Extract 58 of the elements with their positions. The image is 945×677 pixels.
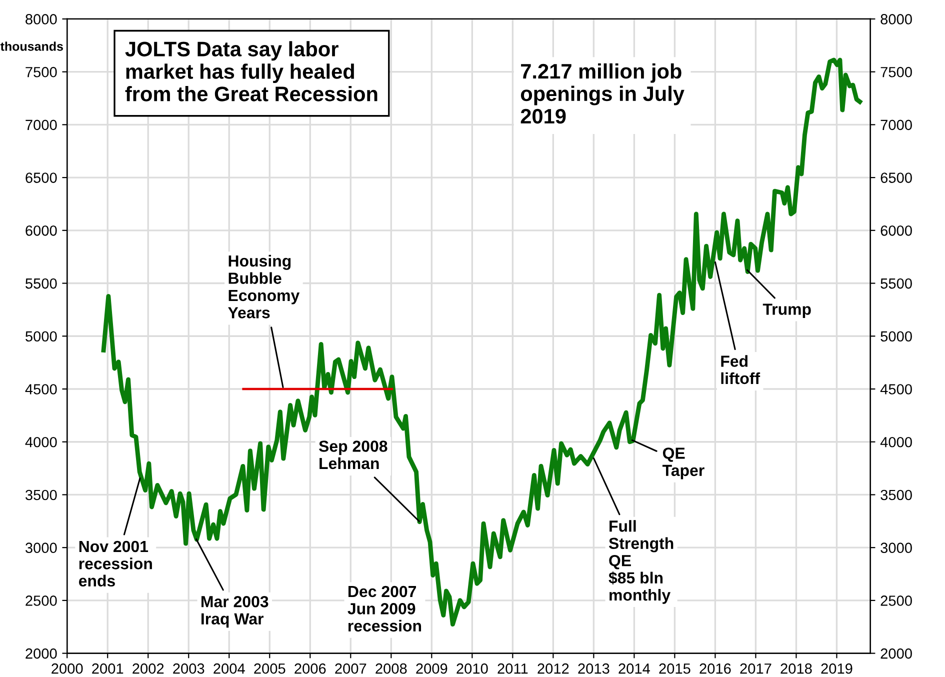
- y2-tick-label: 6000: [880, 226, 912, 236]
- y-tick-label: 4500: [25, 384, 57, 394]
- annotation: Mar 2003 Iraq War: [202, 596, 268, 628]
- x-tick-label: 2010: [456, 663, 488, 674]
- y2-tick-label: 2000: [880, 648, 912, 659]
- y2-tick-label: 5000: [880, 331, 912, 342]
- x-tick-label: 2017: [740, 663, 772, 674]
- y-tick-label: 5500: [26, 278, 57, 289]
- annotation: Housing Bubble Economy Years: [228, 254, 300, 318]
- y2-tick-label: 3000: [880, 542, 912, 554]
- x-tick-label: 2004: [214, 663, 245, 674]
- x-tick-label: 2015: [659, 663, 690, 674]
- x-tick-label: 2000: [52, 663, 83, 674]
- x-tick-label: 2016: [700, 663, 731, 674]
- y-tick-label: 4000: [25, 436, 57, 448]
- x-tick-label: 2006: [294, 663, 326, 674]
- annotation: Sep 2008 Lehman: [318, 440, 388, 470]
- annotation: Full Strength QE $85 bln monthly: [608, 520, 674, 604]
- x-tick-label: 2019: [821, 663, 852, 674]
- x-tick-label: 2007: [335, 663, 366, 674]
- x-tick-label: 2002: [132, 663, 164, 674]
- y2-tick-label: 8000: [880, 14, 912, 24]
- y2-tick-label: 4000: [880, 436, 912, 448]
- text: 7.217 million job openings in July 2019: [520, 63, 684, 124]
- x-tick-label: 2008: [376, 663, 407, 674]
- y-axis-title: thousands: [0, 42, 63, 51]
- y-tick-label: 6000: [26, 226, 57, 236]
- annotation: Fed liftoff: [721, 355, 760, 384]
- x-tick-label: 2005: [254, 663, 286, 674]
- y-tick-label: 7500: [26, 66, 57, 78]
- y2-tick-label: 7500: [880, 66, 912, 78]
- annotation: Nov 2001 recession ends: [78, 540, 152, 587]
- annotation: Trump: [762, 304, 811, 318]
- x-tick-label: 2009: [416, 663, 448, 674]
- x-tick-label: 2014: [618, 663, 650, 674]
- x-tick-label: 2012: [538, 663, 569, 674]
- x-tick-label: 2001: [92, 663, 124, 674]
- x-tick-label: 2018: [780, 663, 812, 674]
- y-tick-label: 5000: [26, 331, 57, 342]
- y-tick-label: 2500: [26, 596, 57, 606]
- annotation: Dec 2007 Jun 2009 recession: [348, 586, 422, 632]
- y-tick-label: 8000: [26, 14, 57, 24]
- y2-tick-label: 7000: [880, 120, 912, 130]
- y2-tick-label: 3500: [880, 490, 912, 500]
- y2-tick-label: 4500: [880, 384, 912, 394]
- y2-tick-label: 2500: [880, 596, 912, 606]
- y-tick-label: 2000: [26, 648, 57, 659]
- x-tick-label: 2011: [498, 663, 528, 674]
- y-tick-label: 3000: [25, 542, 57, 554]
- text: JOLTS Data say labor market has fully healed from the Great Recession: [125, 41, 378, 102]
- y2-tick-label: 6500: [880, 172, 912, 183]
- x-tick-label: 2003: [173, 663, 204, 674]
- y-tick-label: 6500: [26, 172, 57, 183]
- annotation: QE Taper: [662, 448, 704, 480]
- x-tick-label: 2013: [578, 663, 610, 674]
- y-tick-label: 3500: [25, 490, 57, 500]
- y-tick-label: 7000: [26, 120, 57, 130]
- y2-tick-label: 5500: [880, 278, 912, 289]
